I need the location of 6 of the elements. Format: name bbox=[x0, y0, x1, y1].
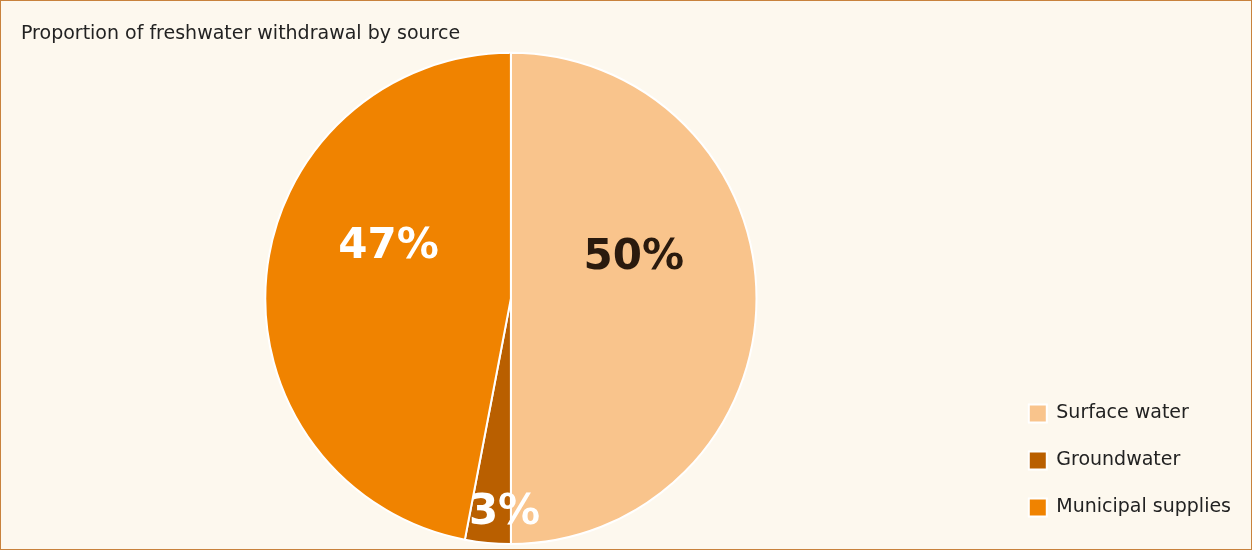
legend-label: Municipal supplies bbox=[1056, 494, 1232, 517]
data-label: 47% bbox=[338, 218, 439, 268]
data-label: 50% bbox=[583, 230, 684, 280]
legend-label: Surface water bbox=[1056, 400, 1190, 423]
chart-title: Proportion of freshwater withdrawal by source bbox=[21, 21, 461, 44]
legend-label: Groundwater bbox=[1056, 447, 1181, 470]
